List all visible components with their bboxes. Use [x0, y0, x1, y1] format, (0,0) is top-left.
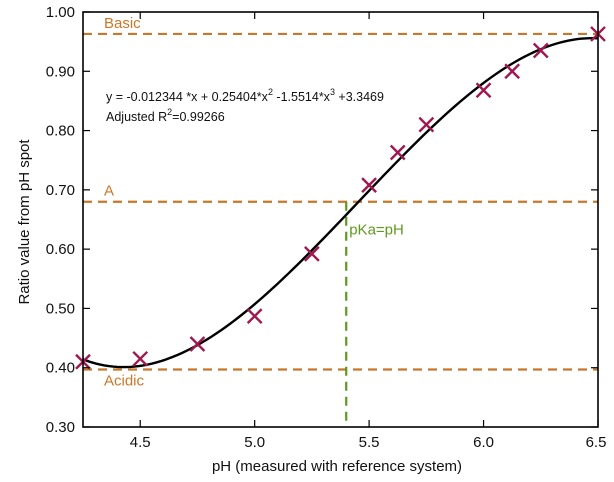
data-point-9: [475, 82, 492, 99]
reference-lines: [83, 32, 598, 427]
data-point-stroke-b: [475, 82, 492, 99]
data-point-5: [304, 246, 320, 262]
data-point-7: [389, 144, 406, 161]
data-point-stroke-b: [246, 308, 263, 324]
y-axis-title: Ratio value from pH spot: [16, 139, 33, 305]
data-point-11: [532, 42, 549, 59]
fit-curve: [82, 36, 599, 369]
annotations: Basic A Acidic pKa=pH y = -0.012344 *x +…: [104, 15, 404, 390]
x-tick-label: 6.5: [586, 434, 607, 451]
data-point-stroke-b: [532, 42, 549, 59]
y-tick-label: 0.60: [46, 241, 75, 258]
a-label: A: [104, 183, 114, 200]
y-tick-label: 0.30: [46, 419, 75, 436]
axes: 4.5 5.0 5.5 6.0 6.5 0.30 0.40 0.50 0.60 0.70 0.80 0…: [46, 4, 607, 451]
fit-equation-sup2: 3: [330, 87, 335, 97]
x-tick-label: 6.0: [473, 434, 494, 451]
data-points: [75, 26, 606, 370]
adjusted-r2-prefix: Adjusted R: [106, 110, 167, 124]
pka-label: pKa=pH: [349, 222, 404, 239]
x-tick-label: 4.5: [130, 434, 151, 451]
y-tick-label: 0.90: [46, 63, 75, 80]
basic-label: Basic: [104, 15, 141, 32]
data-point-stroke-b: [504, 63, 521, 80]
fit-equation-part2: -1.5514*x: [273, 90, 331, 104]
fit-equation: y = -0.012344 *x + 0.25404*x2 -1.5514*x3…: [106, 87, 384, 104]
data-point-2: [132, 350, 149, 367]
y-tick-label: 0.80: [46, 123, 75, 140]
y-tick-label: 0.40: [46, 360, 75, 377]
fit-equation-part3: +3.3469: [335, 90, 384, 104]
data-point-6: [361, 177, 377, 193]
data-point-3: [189, 336, 206, 352]
data-point-stroke-b: [389, 144, 406, 161]
x-axis-title: pH (measured with reference system): [212, 458, 462, 475]
data-point-10: [504, 63, 521, 80]
y-tick-label: 0.70: [46, 182, 75, 199]
adjusted-r2-value: =0.99266: [172, 110, 225, 124]
data-point-stroke-b: [132, 350, 149, 367]
data-point-stroke-b: [361, 177, 377, 193]
adjusted-r2-sup: 2: [167, 107, 172, 117]
fit-curve-group: [82, 36, 599, 369]
x-tick-label: 5.0: [244, 434, 265, 451]
plot-frame: [82, 11, 599, 428]
data-point-8: [418, 116, 435, 133]
data-point-stroke-b: [304, 246, 320, 262]
x-tick-label: 5.5: [359, 434, 380, 451]
acidic-label: Acidic: [104, 372, 145, 389]
fit-equation-part1: y = -0.012344 *x + 0.25404*x: [106, 90, 269, 104]
y-tick-label: 1.00: [46, 4, 75, 21]
data-point-4: [246, 308, 263, 324]
data-point-stroke-b: [418, 116, 435, 133]
data-point-stroke-b: [189, 336, 206, 352]
fit-equation-sup1: 2: [268, 87, 273, 97]
adjusted-r2: Adjusted R2=0.99266: [106, 107, 225, 124]
y-tick-label: 0.50: [46, 300, 75, 317]
